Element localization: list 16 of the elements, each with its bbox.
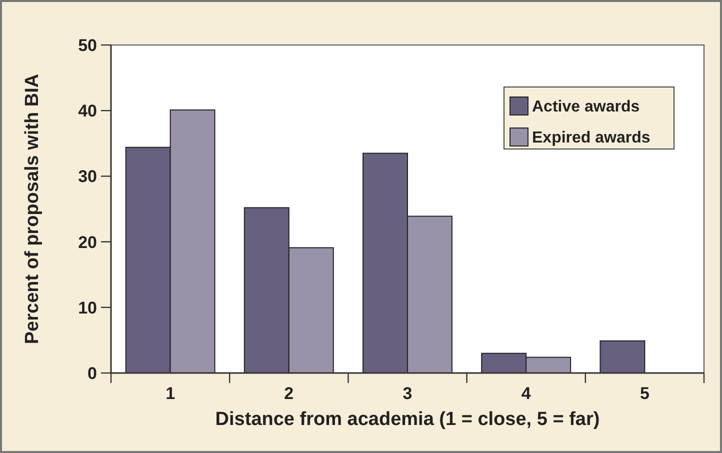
x-tick-label: 4 xyxy=(521,384,532,403)
x-tick-label: 1 xyxy=(166,384,176,403)
y-tick-label: 50 xyxy=(78,36,97,55)
y-tick-label: 30 xyxy=(78,167,97,186)
y-axis-title: Percent of proposals with BIA xyxy=(22,74,43,344)
x-axis-title: Distance from academia (1 = close, 5 = far) xyxy=(215,409,600,430)
y-tick-label: 40 xyxy=(78,102,97,121)
x-tick-label: 3 xyxy=(402,384,412,403)
legend-label: Expired awards xyxy=(532,130,650,147)
y-tick-label: 10 xyxy=(78,298,97,318)
legend-label: Active awards xyxy=(532,98,640,116)
x-tick-label: 5 xyxy=(640,384,650,403)
x-tick-label: 2 xyxy=(284,384,294,403)
y-tick-label: 0 xyxy=(88,364,97,383)
bar xyxy=(600,340,646,374)
y-tick-label: 20 xyxy=(78,232,97,252)
